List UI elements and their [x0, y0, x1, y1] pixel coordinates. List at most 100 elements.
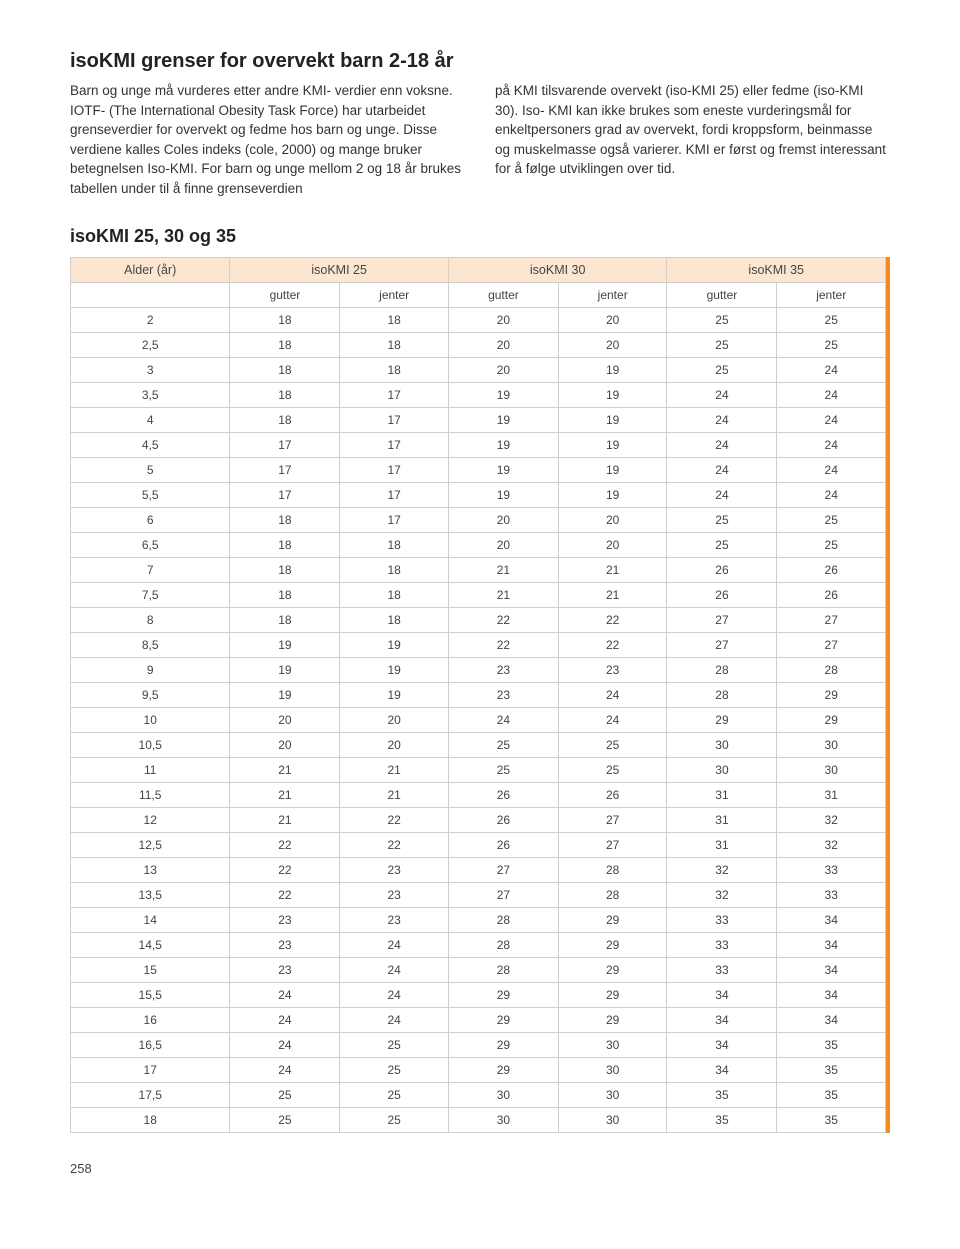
- table-cell: 25: [777, 533, 886, 558]
- table-cell: 19: [448, 383, 558, 408]
- table-cell: 19: [558, 358, 667, 383]
- table-cell: 25: [667, 358, 777, 383]
- table-cell: 34: [777, 1008, 886, 1033]
- table-cell: 19: [558, 433, 667, 458]
- table-row: 10,5202025253030: [71, 733, 886, 758]
- table-cell: 25: [667, 333, 777, 358]
- table-cell: 12: [71, 808, 230, 833]
- table-cell: 17,5: [71, 1083, 230, 1108]
- table-cell: 4,5: [71, 433, 230, 458]
- table-cell: 24: [230, 1033, 340, 1058]
- table-row: 7,5181821212626: [71, 583, 886, 608]
- table-cell: 28: [667, 658, 777, 683]
- table-cell: 21: [230, 808, 340, 833]
- table-row: 17242529303435: [71, 1058, 886, 1083]
- table-cell: 26: [558, 783, 667, 808]
- table-cell: 28: [448, 958, 558, 983]
- table-cell: 26: [777, 583, 886, 608]
- table-cell: 31: [667, 783, 777, 808]
- table-cell: 32: [667, 883, 777, 908]
- table-row: 13222327283233: [71, 858, 886, 883]
- table-cell: 34: [667, 1058, 777, 1083]
- table-wrap: Alder (år) isoKMI 25 isoKMI 30 isoKMI 35…: [70, 257, 890, 1133]
- table-cell: 17: [71, 1058, 230, 1083]
- table-cell: 22: [230, 833, 340, 858]
- table-row: 8,5191922222727: [71, 633, 886, 658]
- table-cell: 17: [340, 483, 449, 508]
- table-row: 2,5181820202525: [71, 333, 886, 358]
- table-cell: 27: [667, 633, 777, 658]
- table-cell: 19: [448, 458, 558, 483]
- table-cell: 18: [230, 608, 340, 633]
- table-cell: 19: [558, 383, 667, 408]
- table-cell: 29: [777, 683, 886, 708]
- table-cell: 23: [230, 933, 340, 958]
- table-row: 14,5232428293334: [71, 933, 886, 958]
- table-cell: 19: [230, 633, 340, 658]
- table-cell: 28: [558, 883, 667, 908]
- table-cell: 24: [340, 1008, 449, 1033]
- table-cell: 11: [71, 758, 230, 783]
- table-row: 6,5181820202525: [71, 533, 886, 558]
- col-sub-5: jenter: [777, 283, 886, 308]
- table-cell: 23: [340, 858, 449, 883]
- table-cell: 24: [777, 433, 886, 458]
- isokmi-table: Alder (år) isoKMI 25 isoKMI 30 isoKMI 35…: [70, 257, 886, 1133]
- table-cell: 8: [71, 608, 230, 633]
- table-cell: 34: [667, 983, 777, 1008]
- table-cell: 30: [777, 758, 886, 783]
- col-sub-4: gutter: [667, 283, 777, 308]
- table-cell: 22: [448, 608, 558, 633]
- table-cell: 19: [448, 408, 558, 433]
- intro-columns: Barn og unge må vurderes etter andre KMI…: [70, 81, 890, 198]
- table-cell: 25: [558, 733, 667, 758]
- table-cell: 18: [340, 533, 449, 558]
- table-cell: 20: [448, 333, 558, 358]
- table-cell: 34: [777, 958, 886, 983]
- table-cell: 19: [340, 658, 449, 683]
- table-cell: 29: [448, 1058, 558, 1083]
- table-cell: 18: [230, 383, 340, 408]
- table-cell: 35: [777, 1058, 886, 1083]
- table-cell: 23: [230, 908, 340, 933]
- table-cell: 22: [558, 608, 667, 633]
- table-cell: 27: [777, 633, 886, 658]
- table-cell: 18: [340, 583, 449, 608]
- table-row: 3,5181719192424: [71, 383, 886, 408]
- table-cell: 26: [777, 558, 886, 583]
- table-cell: 25: [340, 1033, 449, 1058]
- table-cell: 29: [558, 983, 667, 1008]
- table-cell: 30: [558, 1033, 667, 1058]
- table-cell: 23: [448, 683, 558, 708]
- table-row: 15,5242429293434: [71, 983, 886, 1008]
- table-cell: 20: [340, 708, 449, 733]
- table-cell: 31: [777, 783, 886, 808]
- table-row: 11,5212126263131: [71, 783, 886, 808]
- table-cell: 18: [340, 558, 449, 583]
- table-cell: 19: [340, 683, 449, 708]
- table-cell: 3,5: [71, 383, 230, 408]
- table-cell: 25: [448, 733, 558, 758]
- table-cell: 34: [777, 983, 886, 1008]
- table-cell: 25: [340, 1108, 449, 1133]
- table-cell: 18: [230, 583, 340, 608]
- table-cell: 25: [340, 1058, 449, 1083]
- table-cell: 25: [777, 333, 886, 358]
- table-cell: 18: [230, 358, 340, 383]
- table-cell: 25: [230, 1108, 340, 1133]
- table-cell: 25: [667, 308, 777, 333]
- table-cell: 22: [558, 633, 667, 658]
- table-cell: 24: [777, 483, 886, 508]
- table-cell: 24: [230, 1058, 340, 1083]
- table-row: 14232328293334: [71, 908, 886, 933]
- table-cell: 6: [71, 508, 230, 533]
- table-cell: 24: [340, 983, 449, 1008]
- table-cell: 12,5: [71, 833, 230, 858]
- table-cell: 24: [667, 458, 777, 483]
- table-row: 5,5171719192424: [71, 483, 886, 508]
- table-cell: 18: [230, 558, 340, 583]
- table-row: 13,5222327283233: [71, 883, 886, 908]
- table-cell: 25: [448, 758, 558, 783]
- table-cell: 23: [230, 958, 340, 983]
- table-header-row-sub: gutter jenter gutter jenter gutter jente…: [71, 283, 886, 308]
